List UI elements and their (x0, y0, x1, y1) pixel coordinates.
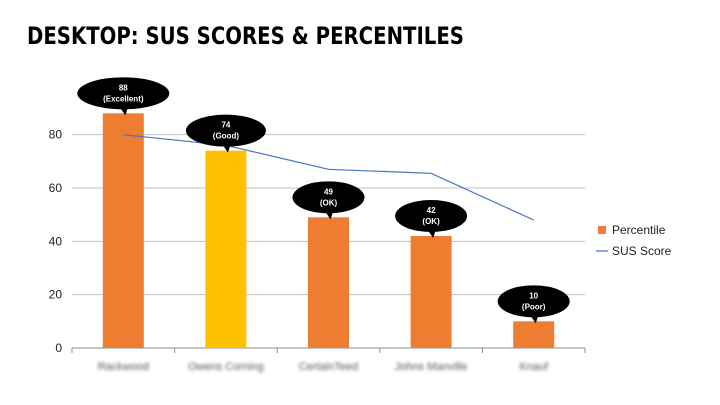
bubble-value: 74 (221, 121, 230, 130)
x-axis-categories: Rackwood Owens Corning CertainTeed Johns Ma… (98, 361, 549, 373)
bubble-rating: (Excellent) (103, 94, 144, 103)
bubble-rating: (Poor) (522, 302, 546, 311)
bubble-shape (395, 200, 468, 232)
y-axis-ticks: 0 20 40 60 80 (49, 128, 63, 355)
bar-rackwood (102, 113, 144, 348)
bar-owens-corning (205, 150, 247, 348)
page-title: DESKTOP: SUS SCORES & PERCENTILES (27, 22, 464, 50)
data-label-bubble: 42 (OK) (395, 200, 468, 238)
bubble-shape (77, 77, 170, 110)
bubble-value: 88 (119, 83, 128, 92)
bars (102, 113, 555, 348)
y-tick-label: 0 (55, 341, 62, 355)
bar-johns-manville (410, 236, 452, 348)
data-label-bubble: 74 (Good) (185, 114, 266, 153)
legend-label-percentile: Percentile (612, 223, 666, 237)
legend: Percentile SUS Score (596, 223, 672, 258)
bar-certainteed (308, 217, 349, 348)
bar-knauf (513, 321, 555, 348)
bubble-value: 42 (427, 206, 436, 215)
legend-label-sus-score: SUS Score (612, 244, 672, 258)
x-category-label: Johns Manville (395, 361, 468, 373)
x-category-label: Owens Corning (188, 361, 264, 373)
sus-score-line-layer (123, 134, 534, 221)
bubble-shape (292, 181, 365, 214)
data-label-bubble: 49 (OK) (292, 181, 365, 220)
x-category-label: CertainTeed (299, 361, 358, 373)
x-category-label: Knauf (519, 361, 549, 373)
data-label-bubble: 88 (Excellent) (77, 77, 170, 116)
bubble-value: 10 (529, 291, 538, 300)
y-tick-label: 40 (49, 234, 63, 248)
y-tick-label: 80 (49, 128, 63, 142)
bubble-rating: (OK) (320, 198, 338, 207)
y-tick-label: 20 (49, 288, 63, 302)
sus-score-line (123, 134, 534, 221)
legend-swatch-percentile (598, 226, 606, 234)
data-label-bubble: 10 (Poor) (497, 285, 570, 324)
bubble-value: 49 (324, 187, 333, 196)
bubble-shape (497, 285, 570, 318)
data-label-bubbles: 88 (Excellent) 74 (Good) 49 (OK) 42 (OK) 10 (Poor… (77, 77, 570, 324)
bubble-shape (185, 114, 266, 147)
bubble-rating: (Good) (213, 132, 240, 141)
y-tick-label: 60 (49, 181, 63, 195)
x-category-label: Rackwood (98, 361, 149, 373)
bubble-rating: (OK) (422, 217, 440, 226)
